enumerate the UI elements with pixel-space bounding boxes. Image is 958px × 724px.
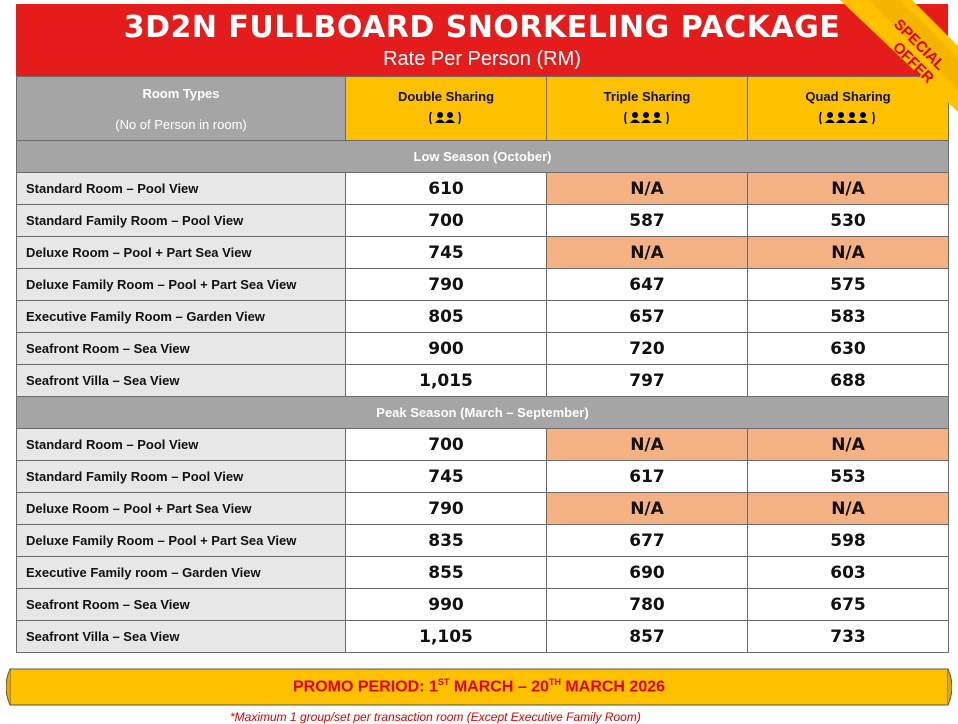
table-header-row: Room Types (No of Person in room) Double… [16,76,949,141]
package-container: 3D2N FULLBOARD SNORKELING PACKAGE Rate P… [16,4,949,653]
title-banner: 3D2N FULLBOARD SNORKELING PACKAGE Rate P… [16,4,948,76]
room-name-cell: Executive Family Room – Garden View [16,300,346,333]
room-name-cell: Deluxe Room – Pool + Part Sea View [16,492,346,525]
room-name-cell: Standard Room – Pool View [16,172,346,205]
rate-subtitle: Rate Per Person (RM) [383,48,581,70]
table-row: Standard Family Room – Pool View 745 617 55… [16,460,949,493]
triple-rate-cell: N/A [546,172,748,205]
quad-rate-cell: 598 [747,524,949,557]
double-sharing-label: Double Sharing [397,88,495,104]
double-rate-cell: 790 [345,492,547,525]
table-row: Seafront Room – Sea View 990 780 675 [16,588,949,621]
package-title: 3D2N FULLBOARD SNORKELING PACKAGE [123,10,841,45]
triple-rate-cell: 857 [546,620,748,653]
promo-banner: PROMO PERIOD: 1ST MARCH – 20TH MARCH 202… [6,666,952,708]
table-row: Deluxe Room – Pool + Part Sea View 790 N/A… [16,492,949,525]
double-rate-cell: 990 [345,588,547,621]
four-people-icon [818,110,878,129]
quad-sharing-header: Quad Sharing [747,76,949,141]
triple-rate-cell: 797 [546,364,748,397]
triple-rate-cell: 657 [546,300,748,333]
peak-season-section: Peak Season (March – September) Standard… [16,396,949,653]
room-types-sublabel: (No of Person in room) [115,116,247,132]
room-name-cell: Seafront Room – Sea View [16,588,346,621]
table-row: Deluxe Family Room – Pool + Part Sea Vie… [16,268,949,301]
scroll-banner-shape [6,668,952,706]
quad-rate-cell: N/A [747,428,949,461]
double-rate-cell: 855 [345,556,547,589]
double-rate-cell: 790 [345,268,547,301]
double-rate-cell: 610 [345,172,547,205]
table-row: Seafront Villa – Sea View 1,015 797 688 [16,364,949,397]
triple-rate-cell: 647 [546,268,748,301]
table-row: Standard Room – Pool View 610 N/A N/A [16,172,949,205]
room-name-cell: Deluxe Room – Pool + Part Sea View [16,236,346,269]
double-rate-cell: 745 [345,236,547,269]
room-name-cell: Standard Family Room – Pool View [16,460,346,493]
double-rate-cell: 900 [345,332,547,365]
table-row: Deluxe Room – Pool + Part Sea View 745 N/A… [16,236,949,269]
triple-rate-cell: N/A [546,492,748,525]
room-name-cell: Seafront Villa – Sea View [16,620,346,653]
room-name-cell: Seafront Room – Sea View [16,332,346,365]
low-season-section: Low Season (October) Standard Room – Poo… [16,140,949,397]
quad-rate-cell: 675 [747,588,949,621]
room-name-cell: Standard Family Room – Pool View [16,204,346,237]
table-row: Executive Family Room – Garden View 805 65… [16,300,949,333]
triple-rate-cell: 677 [546,524,748,557]
table-row: Seafront Villa – Sea View 1,105 857 733 [16,620,949,653]
three-people-icon [623,110,671,129]
double-rate-cell: 1,015 [345,364,547,397]
quad-rate-cell: 603 [747,556,949,589]
special-offer-ribbon: SPECIAL OFFER [840,0,958,112]
triple-rate-cell: 587 [546,204,748,237]
triple-rate-cell: 617 [546,460,748,493]
double-rate-cell: 745 [345,460,547,493]
triple-rate-cell: N/A [546,236,748,269]
footnote: *Maximum 1 group/set per transaction roo… [230,710,641,724]
triple-sharing-label: Triple Sharing [603,88,691,104]
quad-rate-cell: 530 [747,204,949,237]
quad-rate-cell: N/A [747,492,949,525]
quad-rate-cell: 583 [747,300,949,333]
room-types-label: Room Types [142,85,220,101]
peak-season-row: Peak Season (March – September) [16,396,949,429]
double-rate-cell: 805 [345,300,547,333]
table-row: Deluxe Family Room – Pool + Part Sea Vie… [16,524,949,557]
triple-rate-cell: 780 [546,588,748,621]
quad-rate-cell: N/A [747,172,949,205]
room-name-cell: Executive Family room – Garden View [16,556,346,589]
table-row: Seafront Room – Sea View 900 720 630 [16,332,949,365]
quad-rate-cell: 630 [747,332,949,365]
low-season-label: Low Season (October) [16,140,949,173]
double-rate-cell: 700 [345,204,547,237]
double-rate-cell: 1,105 [345,620,547,653]
rate-table: Room Types (No of Person in room) Double… [16,76,949,653]
room-name-cell: Standard Room – Pool View [16,428,346,461]
double-rate-cell: 700 [345,428,547,461]
room-name-cell: Deluxe Family Room – Pool + Part Sea Vie… [16,524,346,557]
room-types-header: Room Types (No of Person in room) [16,76,346,141]
room-name-cell: Deluxe Family Room – Pool + Part Sea Vie… [16,268,346,301]
triple-sharing-header: Triple Sharing [546,76,748,141]
two-people-icon [428,110,464,129]
quad-rate-cell: 575 [747,268,949,301]
quad-rate-cell: N/A [747,236,949,269]
promo-period: PROMO PERIOD: 1ST MARCH – 20TH MARCH 202… [292,677,666,696]
quad-sharing-label: Quad Sharing [805,88,891,104]
double-sharing-header: Double Sharing [345,76,547,141]
low-season-row: Low Season (October) [16,140,949,173]
table-row: Standard Family Room – Pool View 700 587 53… [16,204,949,237]
room-name-cell: Seafront Villa – Sea View [16,364,346,397]
peak-season-label: Peak Season (March – September) [16,396,949,429]
triple-rate-cell: 690 [546,556,748,589]
triple-rate-cell: 720 [546,332,748,365]
table-row: Standard Room – Pool View 700 N/A N/A [16,428,949,461]
quad-rate-cell: 553 [747,460,949,493]
table-row: Executive Family room – Garden View 855 69… [16,556,949,589]
triple-rate-cell: N/A [546,428,748,461]
quad-rate-cell: 733 [747,620,949,653]
double-rate-cell: 835 [345,524,547,557]
quad-rate-cell: 688 [747,364,949,397]
